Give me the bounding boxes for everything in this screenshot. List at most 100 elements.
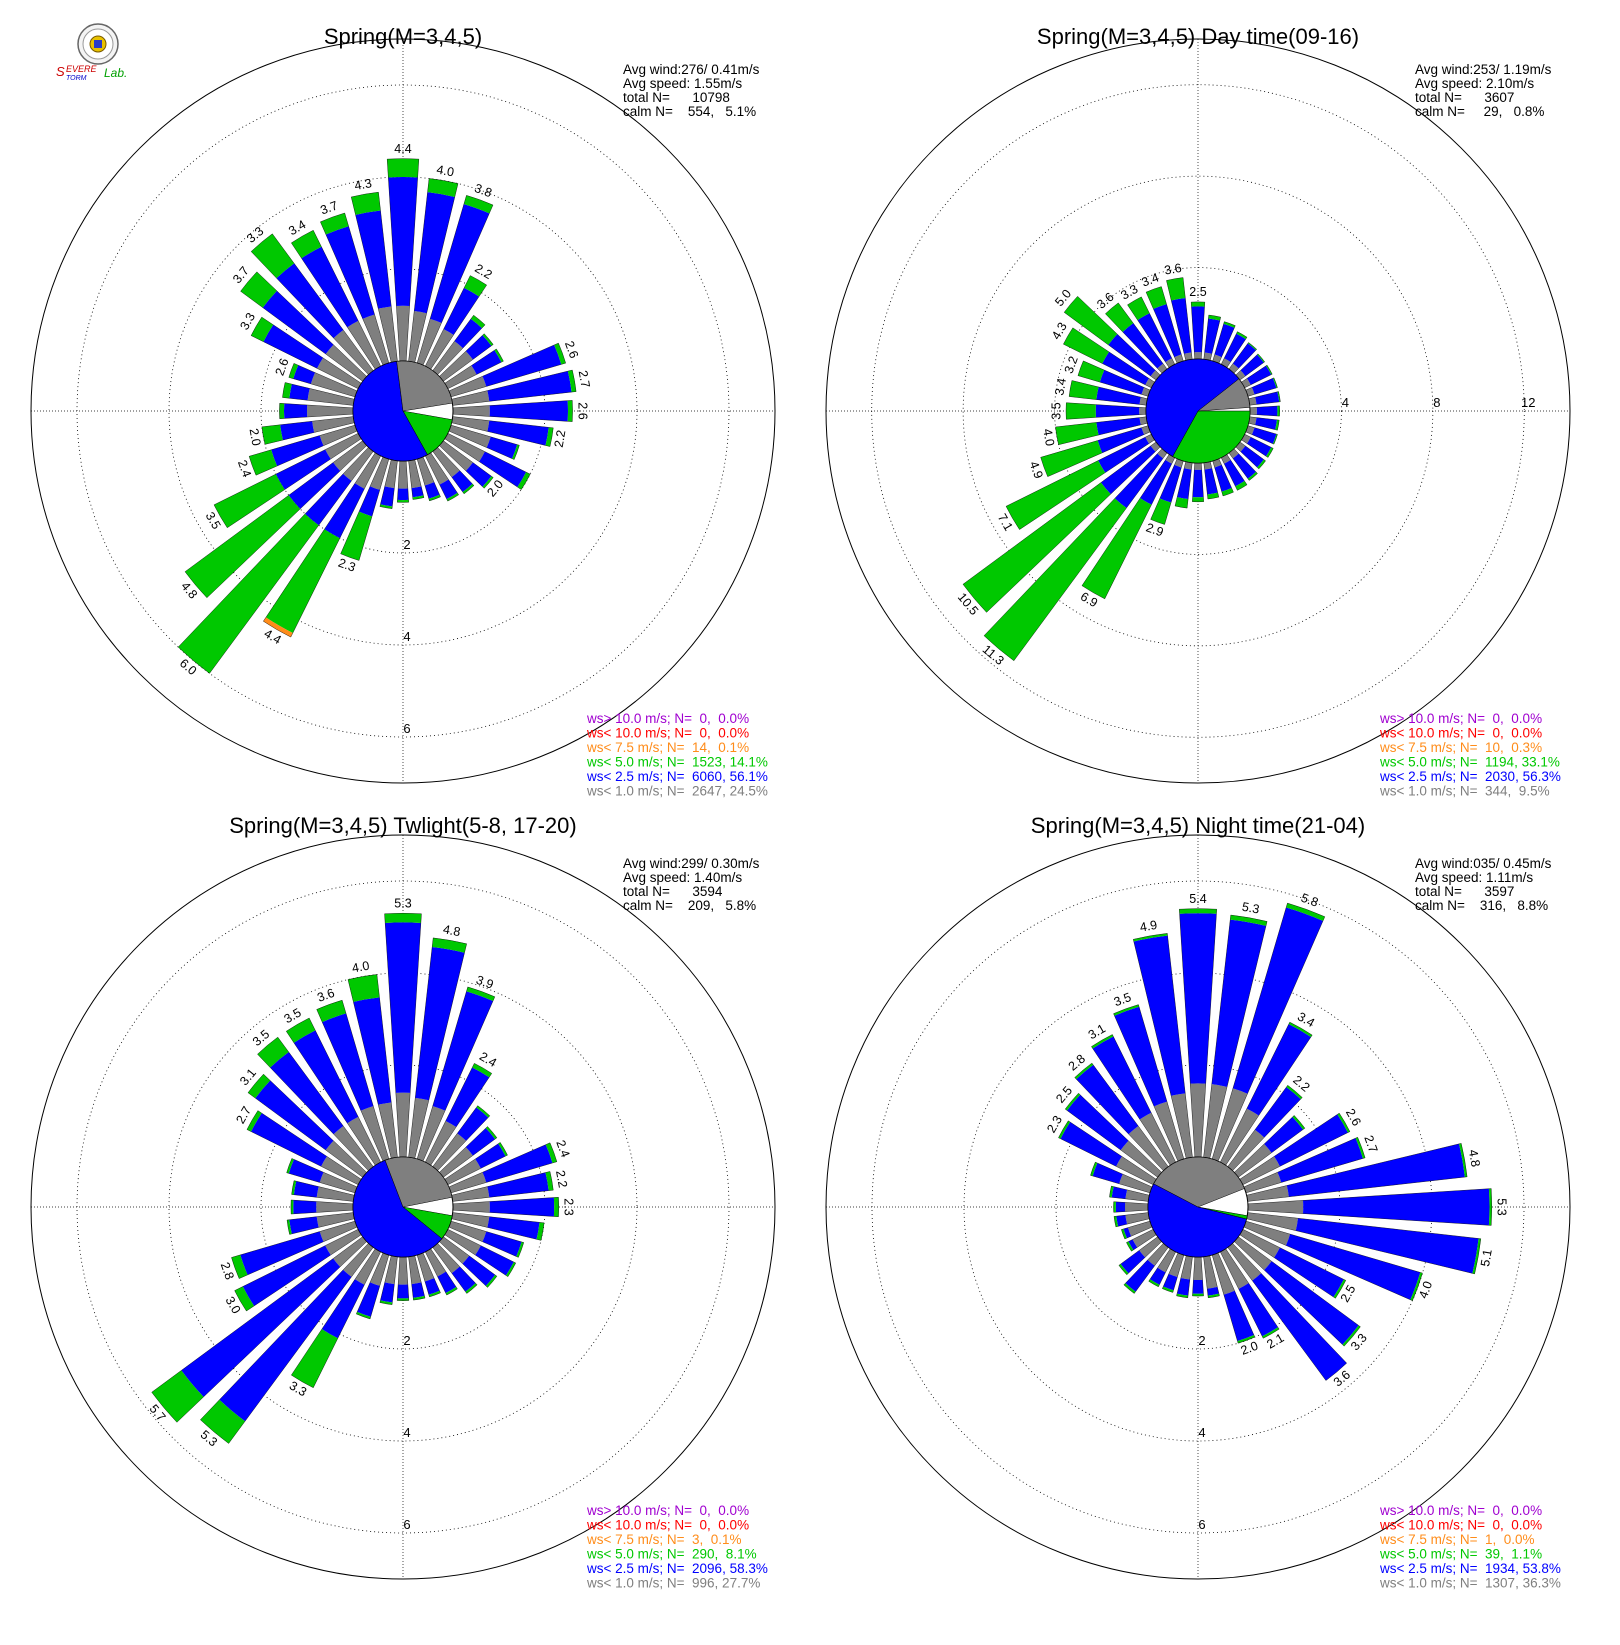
ring-6 bbox=[76, 84, 730, 738]
bar-140-seg-1 bbox=[451, 1266, 476, 1292]
bar-20-seg-0 bbox=[417, 318, 442, 366]
bar-260-seg-1 bbox=[1116, 1215, 1128, 1227]
bar-330-seg-2 bbox=[1127, 296, 1150, 321]
bar-240-seg-1 bbox=[275, 449, 331, 490]
bar-60-seg-2 bbox=[498, 1142, 508, 1157]
bar-40-seg-1 bbox=[457, 1107, 489, 1141]
ring-4 bbox=[1054, 267, 1342, 555]
ring-label-6: 6 bbox=[1198, 1517, 1205, 1532]
bar-340-seg-1 bbox=[325, 226, 375, 319]
bar-300-seg-2 bbox=[1058, 1120, 1071, 1139]
bar-210-seg-1 bbox=[1140, 460, 1172, 505]
bar-70-seg-0 bbox=[1245, 387, 1255, 397]
bar-150-seg-0 bbox=[425, 1248, 446, 1277]
bar-150-seg-2 bbox=[446, 492, 459, 502]
bar-290-seg-2 bbox=[1090, 1162, 1098, 1176]
bar-240-seg-0 bbox=[1132, 1229, 1157, 1248]
bar-90-seg-1 bbox=[1256, 406, 1278, 416]
bar-label-200: 2.3 bbox=[336, 556, 357, 575]
bar-40-seg-1 bbox=[1254, 1087, 1301, 1138]
bar-290-seg-1 bbox=[1092, 1163, 1123, 1184]
bar-70-seg-1 bbox=[482, 1144, 553, 1183]
bar-160-seg-2 bbox=[1237, 1335, 1255, 1344]
bar-label-270: 3.5 bbox=[1049, 402, 1063, 419]
bar-340-seg-0 bbox=[1174, 354, 1184, 364]
bar-350-seg-2 bbox=[1166, 277, 1186, 301]
bar-100-seg-1 bbox=[487, 1216, 540, 1240]
bar-70-seg-0 bbox=[448, 376, 487, 397]
bar-30-seg-2 bbox=[464, 275, 487, 297]
bar-300-seg-0 bbox=[321, 1156, 362, 1185]
bar-270-seg-1 bbox=[1115, 1201, 1126, 1213]
bar-10-seg-2 bbox=[427, 178, 459, 197]
bar-120-seg-2 bbox=[505, 1261, 516, 1277]
bar-150-seg-1 bbox=[1238, 1283, 1278, 1337]
bar-160-seg-0 bbox=[417, 1252, 435, 1282]
bar-260-seg-1 bbox=[289, 1216, 319, 1234]
bar-120-seg-1 bbox=[479, 451, 527, 488]
bar-0-seg-1 bbox=[388, 177, 418, 307]
bar-240-seg-2 bbox=[1126, 1241, 1134, 1252]
legend-entry-5: ws< 1.0 m/s; N= 344, 9.5% bbox=[1379, 784, 1550, 799]
bar-70-seg-2 bbox=[1355, 1137, 1366, 1159]
bar-170-seg-2 bbox=[412, 495, 424, 500]
info-calm: calm N= 29, 0.8% bbox=[1415, 104, 1544, 119]
bar-50-seg-1 bbox=[465, 335, 492, 360]
bar-160-seg-2 bbox=[1221, 487, 1234, 496]
bar-200-seg-0 bbox=[1168, 1252, 1184, 1278]
bar-250-seg-1 bbox=[1123, 1227, 1132, 1239]
bar-30-seg-0 bbox=[425, 329, 454, 370]
bar-170-seg-2 bbox=[1207, 492, 1219, 500]
bar-40-seg-2 bbox=[470, 315, 486, 329]
bar-label-80: 4.8 bbox=[1466, 1149, 1483, 1169]
calm-pie-slice-0 bbox=[1172, 410, 1251, 464]
bar-190-seg-2 bbox=[379, 1300, 393, 1305]
bar-350-seg-1 bbox=[355, 210, 392, 309]
bar-260-seg-0 bbox=[1139, 416, 1148, 425]
bar-180-seg-2 bbox=[397, 499, 409, 503]
legend-entry-4: ws< 2.5 m/s; N= 1934, 53.8% bbox=[1379, 1561, 1561, 1576]
bar-90-seg-0 bbox=[1247, 1200, 1304, 1214]
bar-label-290: 2.6 bbox=[273, 356, 292, 377]
bar-330-seg-2 bbox=[286, 1018, 316, 1043]
bar-270-seg-1 bbox=[1095, 404, 1140, 418]
bar-200-seg-1 bbox=[357, 1282, 380, 1317]
bar-290-seg-1 bbox=[288, 1159, 324, 1183]
bar-350-seg-0 bbox=[1171, 1093, 1193, 1159]
bar-210-seg-1 bbox=[1149, 1267, 1166, 1285]
legend-entry-0: ws> 10.0 m/s; N= 0, 0.0% bbox=[586, 1503, 749, 1518]
bar-240-seg-2 bbox=[234, 1286, 255, 1312]
bar-220-seg-0 bbox=[1147, 1243, 1169, 1266]
bar-300-seg-1 bbox=[1102, 351, 1149, 385]
bar-40-seg-2 bbox=[1247, 342, 1257, 351]
bar-50-seg-0 bbox=[439, 351, 473, 382]
bar-180-seg-1 bbox=[1192, 469, 1204, 498]
bar-50-seg-0 bbox=[1234, 1143, 1272, 1178]
bar-110-seg-2 bbox=[1410, 1272, 1423, 1301]
bar-200-seg-0 bbox=[370, 456, 389, 490]
bar-350-seg-2 bbox=[351, 192, 381, 215]
bar-100-seg-1 bbox=[1295, 1218, 1479, 1274]
bar-80-seg-2 bbox=[545, 1171, 554, 1191]
info-total: total N= 3594 bbox=[623, 884, 723, 899]
svg-text:S: S bbox=[56, 64, 65, 79]
bar-label-70: 2.6 bbox=[562, 339, 581, 360]
legend-entry-4: ws< 2.5 m/s; N= 2096, 58.3% bbox=[586, 1561, 768, 1576]
bar-300-seg-2 bbox=[251, 317, 274, 342]
bar-label-350: 4.0 bbox=[351, 959, 371, 976]
bar-170-seg-0 bbox=[408, 1255, 422, 1285]
bar-310-seg-1 bbox=[1067, 1094, 1129, 1151]
bar-label-350: 4.9 bbox=[1139, 918, 1159, 935]
bar-80-seg-1 bbox=[1255, 391, 1280, 405]
bar-200-seg-0 bbox=[1174, 458, 1184, 468]
bar-80-seg-0 bbox=[451, 1186, 490, 1202]
bar-140-seg-1 bbox=[1252, 1273, 1347, 1381]
bar-200-seg-2 bbox=[356, 1311, 371, 1319]
ring-label-2: 2 bbox=[403, 537, 410, 552]
legend-entry-0: ws> 10.0 m/s; N= 0, 0.0% bbox=[1379, 711, 1542, 726]
bar-300-seg-2 bbox=[1063, 327, 1109, 364]
bar-310-seg-0 bbox=[325, 344, 367, 382]
bar-330-seg-1 bbox=[1137, 313, 1172, 362]
bar-220-seg-1 bbox=[1125, 1259, 1155, 1292]
bar-30-seg-1 bbox=[443, 287, 480, 335]
